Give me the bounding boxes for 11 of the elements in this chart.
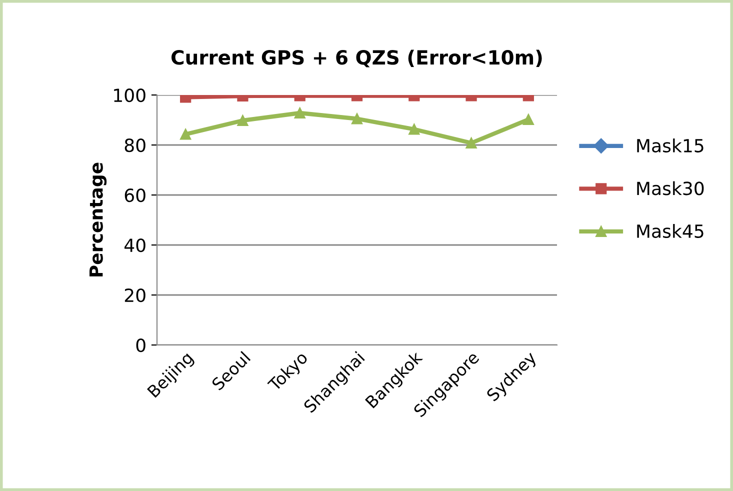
y-tick-label: 60 (124, 188, 146, 202)
y-tick-label: 0 (136, 338, 146, 352)
y-tick-label: 40 (124, 238, 146, 252)
y-tick-label: 100 (114, 88, 146, 102)
chart-title: Current GPS + 6 QZS (Error<10m) (172, 50, 542, 68)
legend-label: Mask30 (637, 181, 704, 196)
legend-label: Mask45 (637, 224, 704, 238)
y-axis-title: Percentage (90, 162, 107, 276)
legend-label: Mask15 (637, 138, 704, 152)
y-tick-label: 80 (124, 138, 146, 152)
y-tick-label: 20 (124, 288, 146, 302)
